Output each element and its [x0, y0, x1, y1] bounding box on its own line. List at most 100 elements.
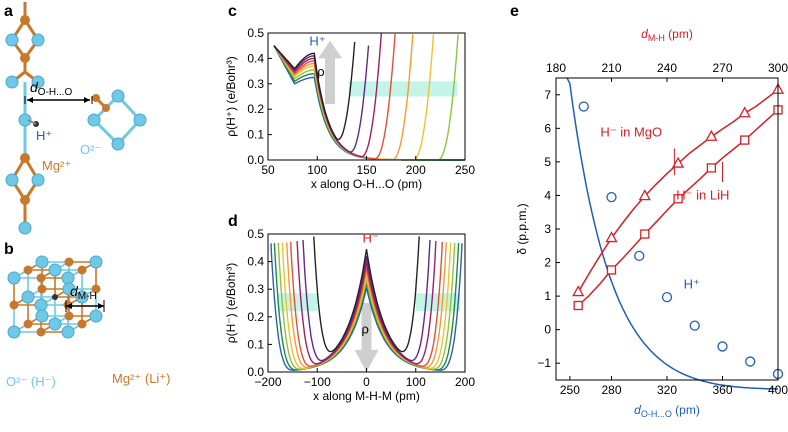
- o-atom: [7, 271, 21, 285]
- distance-marker-a: [24, 96, 93, 104]
- h-atom: [52, 294, 58, 300]
- c-y-axis-label: ρ(H⁺) (e/Bohr³): [224, 56, 238, 137]
- e-top-ticks: 180 210 240 270 300: [546, 61, 788, 82]
- d-ytick-label: 0.2: [247, 310, 264, 324]
- e-top-xtick-label: 210: [601, 61, 621, 75]
- c-series-line: [273, 34, 459, 161]
- e-hplus-point: [745, 356, 756, 367]
- d-ytick-label: 0.3: [247, 282, 264, 296]
- c-ytick-label: 0.3: [247, 77, 264, 91]
- e-ytick-label: 1: [544, 289, 551, 303]
- e-xtick-label: 280: [601, 383, 621, 397]
- e-x-axis-label: dO-H...O (pm): [634, 403, 700, 419]
- o-atom: [5, 75, 19, 89]
- o2-label-b: O²⁻ (H⁻): [6, 374, 56, 389]
- o-atom: [61, 325, 75, 339]
- e-ytick-label: 5: [544, 155, 551, 169]
- mg-atom: [102, 104, 110, 112]
- o-atom: [35, 255, 49, 269]
- e-y-axis-label: δ (p.p.m.): [515, 203, 529, 254]
- panel-d: d ρ −200 −100 0 100 200 0.0 0.1 0.2 0.3 0.4 0.5 H⁻…: [224, 213, 475, 403]
- o-atom: [75, 290, 89, 304]
- e-mgo-point: [638, 189, 651, 201]
- e-lih-point: [573, 300, 583, 311]
- d-density-arrow: [354, 303, 379, 372]
- mg-atom: [77, 319, 87, 329]
- d-highlight-band-left: [277, 293, 318, 312]
- e-lih-point: [606, 265, 617, 275]
- c-arrow-label: ρ: [317, 64, 324, 79]
- o2-label-a: O²⁻: [80, 142, 101, 157]
- d-series-line: [296, 241, 437, 365]
- mg-atom: [91, 284, 101, 294]
- atoms-a: [5, 15, 147, 235]
- mg-atom: [92, 94, 100, 102]
- e-annotation-leaders: [673, 148, 723, 183]
- d-down-arrow: [354, 303, 379, 372]
- d-xtick-label: 0: [363, 375, 370, 389]
- panel-e: e 250 280 320 360 400 −1 0 1 2 3 4 5 6 7 180 210 240 270…: [510, 3, 788, 419]
- c-ytick-label: 0.2: [247, 102, 264, 116]
- e-hplus-point: [689, 320, 700, 331]
- e-lih-point: [673, 194, 683, 204]
- c-series-line: [273, 34, 414, 161]
- o-atom: [18, 113, 32, 127]
- mg-label-b: Mg²⁺ (Li⁺): [112, 371, 171, 386]
- panel-a: a: [4, 2, 147, 235]
- o-atom: [31, 33, 45, 47]
- d-x-axis-label: x along M-H-M (pm): [313, 389, 420, 403]
- e-mgo-point: [671, 156, 685, 168]
- e-series-hplus-line: [566, 77, 778, 390]
- c-density-arrow: [318, 40, 343, 105]
- e-xtick-label: 400: [768, 383, 788, 397]
- e-top-xtick-label: 300: [768, 61, 788, 75]
- panel-b: b dM-H O²⁻ (H⁻) Mg²⁺ (Li⁺): [4, 241, 171, 389]
- c-ytick-label: 0.4: [247, 51, 264, 65]
- e-mgo-point: [705, 129, 718, 141]
- c-ticks: 50 100 150 200 250 0.0 0.1 0.2 0.3 0.4 0.5: [247, 26, 475, 177]
- c-ytick-label: 0.5: [247, 26, 264, 40]
- e-ytick-label: 2: [544, 256, 551, 270]
- e-hplus-point: [606, 191, 617, 203]
- mg-atom: [23, 265, 33, 275]
- d-series-line: [313, 236, 420, 353]
- e-hplus-point: [634, 250, 645, 261]
- e-ytick-label: 0: [544, 323, 551, 337]
- e-lih-point: [706, 163, 717, 173]
- mg-atom: [77, 265, 87, 275]
- d-y-axis-label: ρ(H⁻) (e/Bohr³): [224, 263, 238, 344]
- e-mgo-point: [738, 106, 751, 118]
- c-curves: [273, 33, 465, 161]
- d-ytick-label: 0.1: [247, 337, 264, 351]
- c-x-axis-label: x along O-H...O (pm): [311, 177, 422, 191]
- o-atom: [48, 263, 62, 277]
- o-atom: [89, 255, 103, 269]
- panel-d-letter: d: [228, 213, 238, 230]
- d-series-line: [302, 239, 431, 362]
- e-label-h-plus: H⁺: [684, 277, 700, 292]
- e-ytick-label: 4: [544, 188, 551, 202]
- rocksalt-cube: [7, 255, 103, 339]
- mg-atom: [9, 300, 19, 310]
- oh-bond: [27, 119, 37, 125]
- mg-atom: [20, 195, 30, 205]
- d-ytick-label: 0.0: [247, 365, 264, 379]
- mg-atom: [20, 53, 30, 63]
- panel-c-letter: c: [228, 3, 237, 20]
- e-mgo-point: [605, 231, 618, 243]
- e-series: [566, 77, 785, 390]
- e-xtick-label: 320: [657, 383, 677, 397]
- d-ion-label: H⁻: [363, 230, 379, 245]
- o-atom: [133, 113, 147, 127]
- h-plus-label: H⁺: [36, 128, 52, 143]
- o-atom: [62, 282, 76, 296]
- e-label-h-lih: H⁻ in LiH: [676, 187, 729, 202]
- e-label-h-mgo: H⁻ in MgO: [600, 125, 662, 140]
- o-atom: [5, 33, 19, 47]
- e-xtick-label: 250: [560, 383, 580, 397]
- distance-label-a: dO-H...O: [30, 79, 72, 98]
- c-ytick-label: 0.1: [247, 128, 264, 142]
- e-lih-point: [740, 135, 750, 145]
- e-mgo-point: [572, 285, 585, 297]
